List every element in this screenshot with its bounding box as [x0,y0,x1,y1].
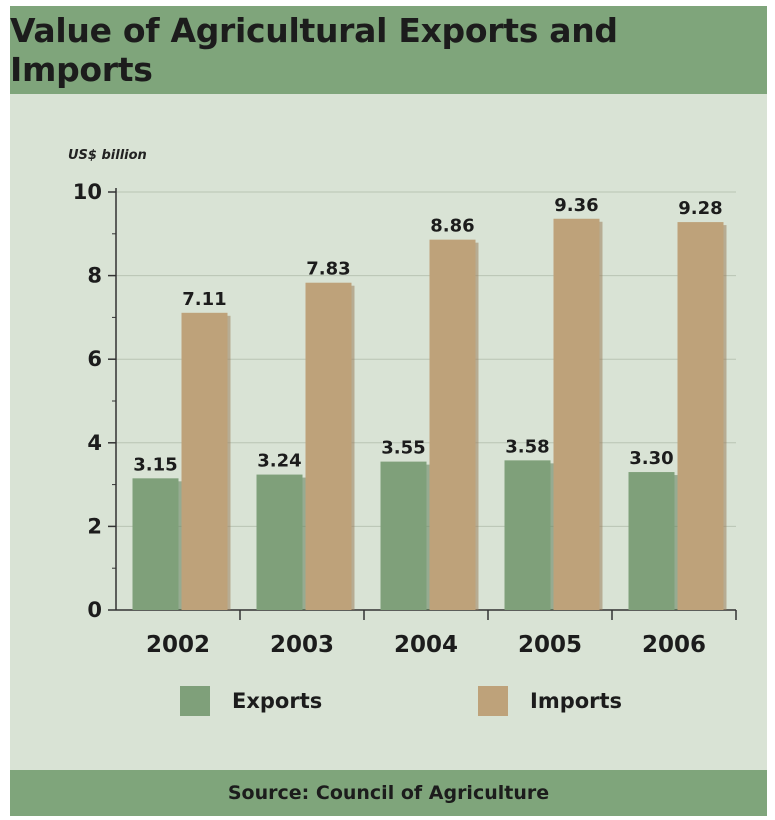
data-label-exports: 3.55 [381,438,425,459]
bar-exports [504,460,551,610]
chart-frame: Value of Agricultural Exports and Import… [10,6,767,816]
bar-imports [181,312,228,610]
y-tick-label: 6 [87,347,102,371]
bar-exports [380,461,427,610]
x-tick-label: 2003 [270,632,334,658]
data-label-exports: 3.24 [257,451,301,472]
data-label-exports: 3.30 [629,448,673,469]
legend-label-imports: Imports [530,689,623,713]
title-band: Value of Agricultural Exports and Import… [10,6,767,94]
legend-item-imports: Imports [478,686,622,716]
data-label-imports: 9.36 [554,195,598,216]
y-tick-label: 2 [87,514,102,538]
y-tick-label: 10 [73,180,102,204]
bar-exports [628,472,675,610]
bar-imports [677,222,724,610]
x-tick-label: 2005 [518,632,582,658]
bar-chart: 0 2 4 6 8 10 2002 3.15 7.11 2003 3.24 7.83 2004 3.55 8… [73,180,737,658]
source-note: Source: Council of Agriculture [227,782,550,804]
bar-exports [256,474,303,610]
bar-imports [429,239,476,611]
x-tick-label: 2004 [394,632,458,658]
bar-imports [305,282,352,610]
legend-label-exports: Exports [232,689,323,713]
x-tick-label: 2002 [146,632,210,658]
data-label-imports: 7.11 [182,289,226,310]
y-tick-label: 8 [87,264,102,288]
legend-swatch-exports [180,686,210,716]
legend-swatch-imports [478,686,508,716]
bar-imports [553,218,600,610]
data-label-exports: 3.15 [133,454,177,475]
y-axis-unit-label: US$ billion [68,148,147,163]
data-label-imports: 8.86 [430,216,474,237]
chart-title: Value of Agricultural Exports and Import… [10,11,618,89]
data-label-imports: 9.28 [678,198,722,219]
y-tick-label: 4 [87,431,102,455]
data-label-exports: 3.58 [505,436,549,457]
source-band: Source: Council of Agriculture [10,770,767,816]
x-tick-label: 2006 [642,632,706,658]
legend-item-exports: Exports [180,686,322,716]
legend: Exports Imports [10,686,767,720]
data-label-imports: 7.83 [306,259,350,280]
y-tick-label: 0 [87,598,102,622]
bar-exports [132,478,179,610]
